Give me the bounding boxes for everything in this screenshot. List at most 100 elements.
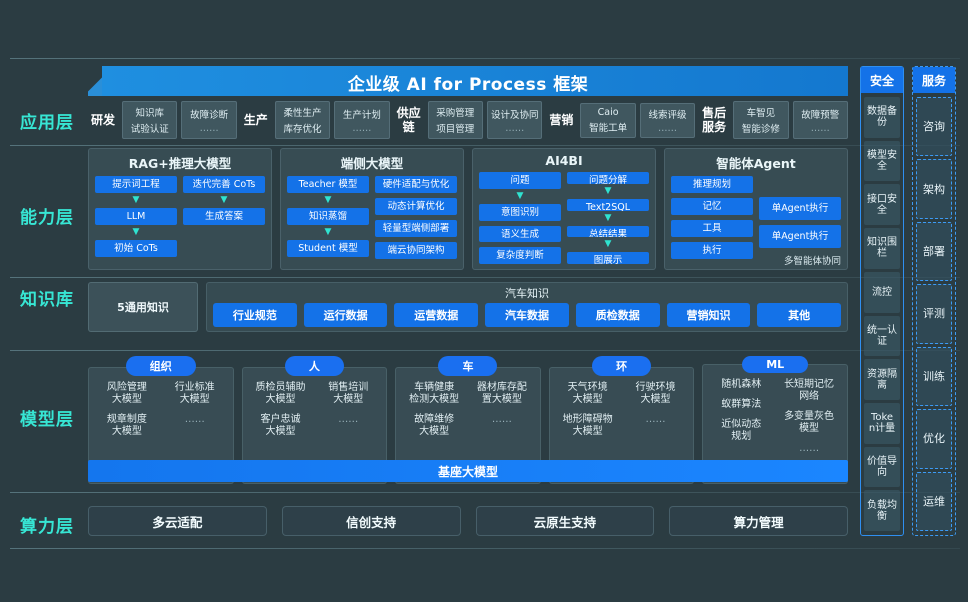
capability-chip[interactable]: 意图识别 [479, 203, 561, 221]
knowledge-item[interactable]: 其他 [757, 303, 842, 327]
capability-chip[interactable]: Student 模型 [287, 240, 369, 257]
model-column-pill[interactable]: 车 [438, 356, 498, 376]
application-card[interactable]: 车智见 智能诊修 [733, 101, 789, 139]
capability-chip[interactable]: 记忆 [671, 198, 753, 215]
capability-chip[interactable]: 语义生成 [479, 225, 561, 243]
application-group: 生产 柔性生产 库存优化 生产计划…… [241, 98, 390, 142]
service-item[interactable]: 运维 [916, 471, 952, 531]
application-card[interactable]: 设计及协同…… [487, 101, 543, 139]
capability-chip[interactable]: 图展示 [567, 252, 649, 264]
knowledge-item[interactable]: 质检数据 [575, 303, 660, 327]
capability-chip[interactable]: 提示词工程 [95, 176, 177, 193]
capability-chip[interactable]: 问题 [479, 172, 561, 189]
capability-chip[interactable]: 总结结果 [567, 225, 649, 238]
model-item[interactable]: 行业标准 大模型 [174, 382, 215, 405]
model-item[interactable]: …… [491, 414, 512, 425]
capability-chip[interactable]: LLM [95, 208, 177, 225]
model-column-pill[interactable]: 组织 [125, 356, 196, 376]
capability-chip[interactable]: 问题分解 [567, 172, 649, 184]
model-item[interactable]: 质检员辅助 大模型 [255, 382, 306, 405]
knowledge-item[interactable]: 运营数据 [394, 303, 479, 327]
service-item[interactable]: 咨询 [916, 97, 952, 157]
capability-chip[interactable]: 初始 CoTs [95, 240, 177, 257]
model-column-pill[interactable]: 环 [592, 356, 652, 376]
model-item[interactable]: 近似动态 规划 [721, 419, 762, 442]
capability-chip[interactable]: 动态计算优化 [375, 198, 457, 215]
security-item[interactable]: 统一认证 [864, 315, 900, 357]
capability-box-title: 智能体Agent [716, 156, 796, 171]
knowledge-panel-title: 汽车知识 [505, 287, 549, 300]
knowledge-item[interactable]: 汽车数据 [485, 303, 569, 327]
knowledge-item[interactable]: 行业规范 [213, 303, 297, 327]
model-item[interactable]: 规章制度 大模型 [106, 414, 147, 437]
security-item[interactable]: 知识围栏 [864, 228, 900, 269]
application-card[interactable]: 线索评级…… [639, 102, 696, 138]
capability-chip[interactable]: 硬件适配与优化 [375, 176, 457, 193]
service-item[interactable]: 训练 [916, 346, 952, 407]
application-card[interactable]: 生产计划…… [334, 101, 390, 139]
model-item[interactable]: …… [338, 414, 359, 425]
capability-chip[interactable]: 知识蒸馏 [287, 208, 369, 225]
compute-item[interactable]: 云原生支持 [475, 506, 655, 536]
model-item[interactable]: 地形障碍物 大模型 [562, 414, 613, 437]
model-column-pill[interactable]: 人 [284, 356, 344, 376]
model-item[interactable]: 客户忠诚 大模型 [260, 414, 301, 437]
model-item[interactable]: …… [799, 443, 820, 454]
security-item[interactable]: 接口安全 [864, 184, 900, 226]
compute-item[interactable]: 多云适配 [88, 506, 267, 536]
application-card[interactable]: 故障预警…… [792, 101, 848, 139]
service-item[interactable]: 部署 [916, 221, 952, 282]
capability-chip[interactable]: 复杂度判断 [479, 247, 561, 264]
security-item[interactable]: 资源隔离 [864, 359, 900, 400]
model-item[interactable]: 销售培训 大模型 [328, 382, 369, 405]
security-item[interactable]: 价值导向 [864, 446, 900, 488]
capability-chip[interactable]: 迭代完善 CoTs [183, 176, 265, 193]
capability-chip[interactable]: 执行 [671, 242, 753, 259]
capability-chip[interactable]: 工具 [671, 220, 753, 237]
security-item[interactable]: 数据备份 [864, 97, 900, 138]
knowledge-item[interactable]: 运行数据 [303, 303, 388, 327]
knowledge-item[interactable]: 营销知识 [666, 303, 751, 327]
model-item[interactable]: 天气环境 大模型 [567, 382, 608, 405]
application-card-line: 项目管理 [436, 124, 475, 135]
compute-item[interactable]: 信创支持 [281, 506, 461, 536]
model-item[interactable]: …… [184, 414, 205, 425]
compute-item[interactable]: 算力管理 [669, 506, 848, 536]
service-item[interactable]: 优化 [916, 409, 952, 469]
capability-chip[interactable]: 单Agent执行 [759, 224, 841, 248]
model-item[interactable]: 风险管理 大模型 [106, 382, 147, 405]
capability-chip[interactable]: 端云协同架构 [375, 242, 457, 259]
model-item[interactable]: 行驶环境 大模型 [635, 382, 676, 405]
capability-chip[interactable]: Teacher 模型 [287, 176, 369, 193]
model-item[interactable]: 长短期记忆 网络 [784, 379, 835, 402]
application-card[interactable]: 柔性生产 库存优化 [274, 101, 331, 139]
security-item[interactable]: 负载均衡 [864, 490, 900, 532]
service-item[interactable]: 评测 [916, 284, 952, 344]
application-card[interactable]: 知识库 试验认证 [122, 101, 178, 139]
security-item[interactable]: Toke n计量 [864, 402, 900, 444]
model-subcolumn: 风险管理 大模型 规章制度 大模型 [95, 382, 159, 477]
service-item[interactable]: 架构 [916, 159, 952, 219]
application-card[interactable]: 故障诊断…… [181, 101, 237, 139]
knowledge-general-card[interactable]: 5通用知识 [88, 282, 198, 332]
security-item[interactable]: 模型安全 [864, 140, 900, 182]
security-item[interactable]: 流控 [864, 271, 900, 313]
model-column-pill[interactable]: ML [742, 356, 809, 373]
capability-chip[interactable]: 轻量型端侧部署 [375, 220, 457, 237]
model-item[interactable]: 多变量灰色 模型 [784, 411, 835, 434]
application-card[interactable]: 采购管理 项目管理 [427, 101, 483, 139]
model-item[interactable]: 器材库存配 置大模型 [476, 382, 527, 405]
capability-box-note: 多智能体协同 [783, 256, 841, 267]
model-item[interactable]: 车辆健康 检测大模型 [409, 382, 460, 405]
capability-chip[interactable]: 推理规划 [671, 176, 753, 193]
capability-chip[interactable]: Text2SQL [567, 198, 649, 211]
application-card[interactable]: Caio 智能工单 [580, 102, 636, 138]
base-model-bar[interactable]: 基座大模型 [88, 460, 848, 482]
model-item[interactable]: 随机森林 [721, 379, 762, 390]
model-item[interactable]: 蚁群算法 [721, 399, 762, 410]
application-group-cards: 采购管理 项目管理 设计及协同…… [427, 101, 543, 139]
model-item[interactable]: 故障维修 大模型 [414, 414, 455, 437]
model-item[interactable]: …… [645, 414, 666, 425]
capability-chip[interactable]: 单Agent执行 [759, 196, 841, 220]
capability-chip[interactable]: 生成答案 [183, 208, 265, 225]
